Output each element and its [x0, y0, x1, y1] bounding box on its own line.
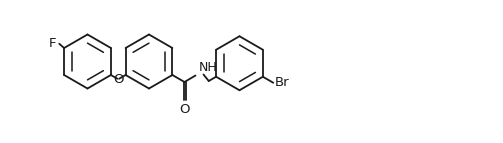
Text: F: F: [48, 37, 56, 50]
Text: O: O: [113, 73, 124, 86]
Text: NH: NH: [199, 60, 217, 74]
Text: Br: Br: [274, 76, 289, 89]
Text: O: O: [179, 103, 190, 116]
